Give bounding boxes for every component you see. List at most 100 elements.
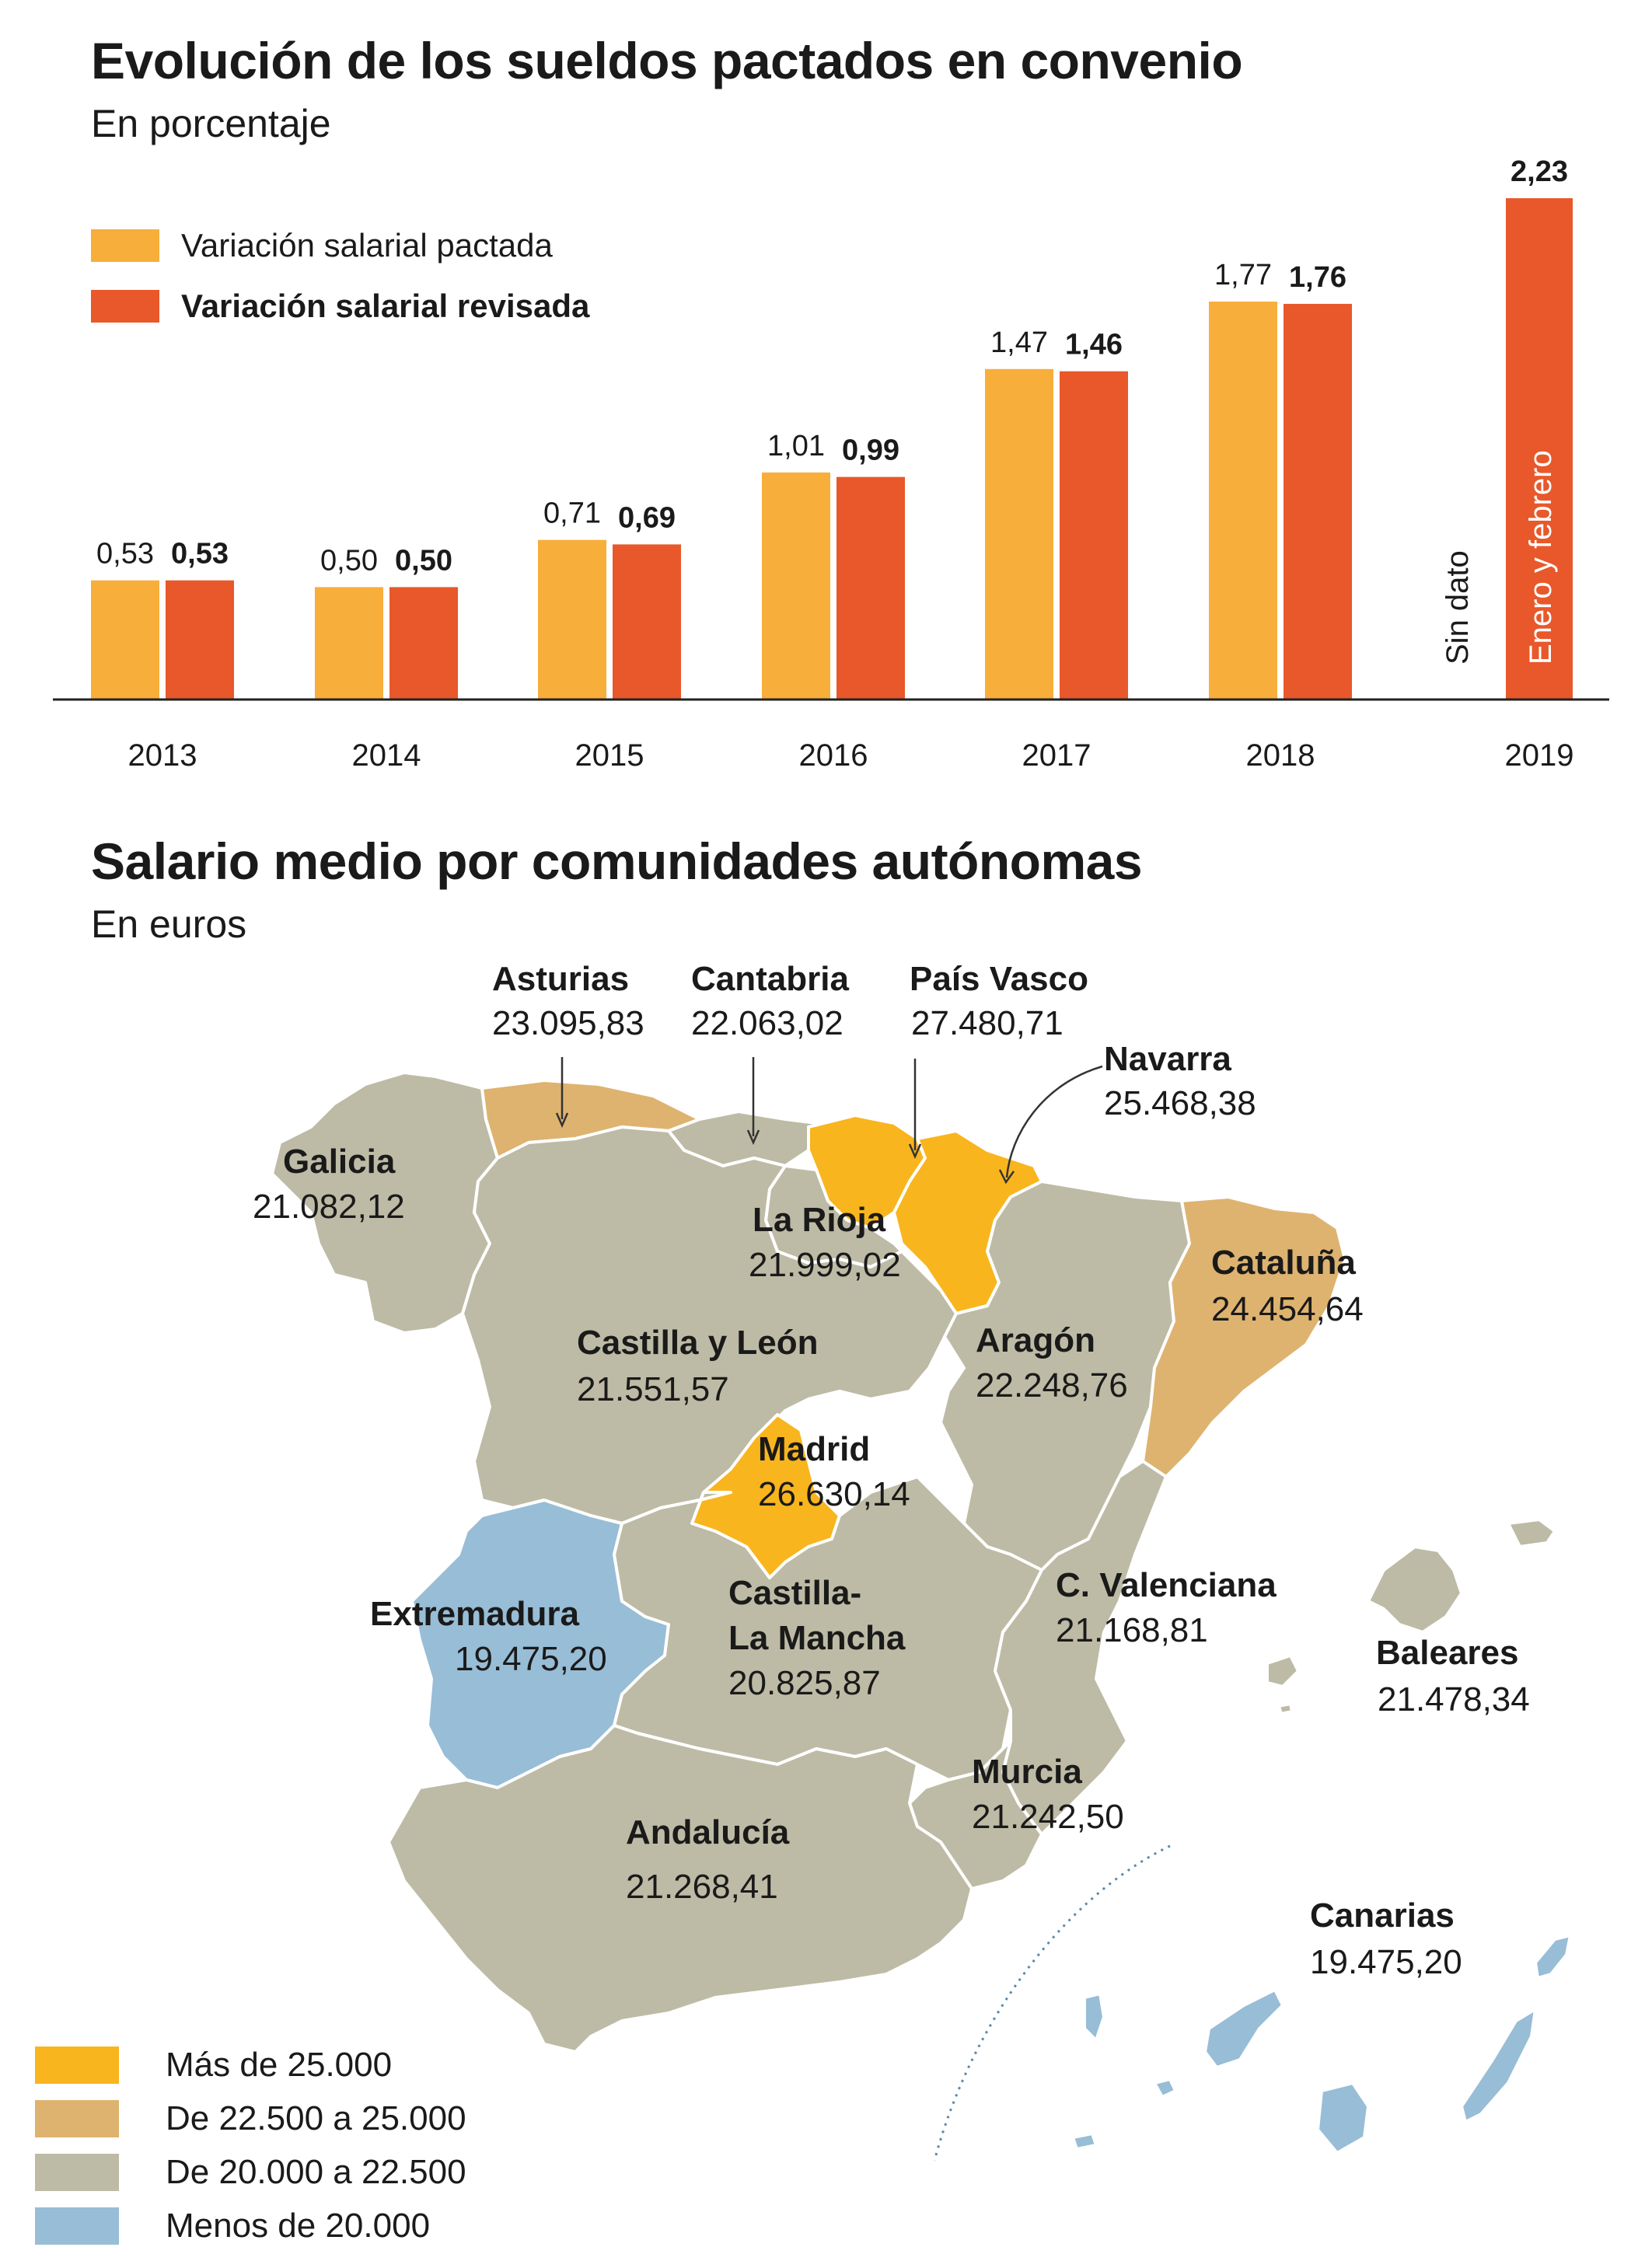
legend-swatch-pactada: [91, 229, 159, 262]
region-c-valenciana: [994, 1460, 1168, 1836]
data-label-pactada-2014: 0,50: [320, 544, 378, 577]
map-legend-menos20: Menos de 20.000: [35, 2207, 430, 2245]
map-legend-mas25: Más de 25.000: [35, 2046, 392, 2085]
label-andalucia-value: 21.268,41: [626, 1868, 778, 1906]
bar-pactada-2013: [91, 580, 159, 700]
data-label-revisada-2013: 0,53: [171, 538, 229, 570]
label-murcia-name: Murcia: [972, 1753, 1082, 1791]
label-cataluna-name: Cataluña: [1211, 1244, 1356, 1282]
map-legend-label: Menos de 20.000: [166, 2207, 431, 2245]
data-label-revisada-2019: 2,23: [1511, 155, 1568, 188]
label-navarra-value: 25.468,38: [1104, 1084, 1256, 1122]
bar-pactada-2015: [538, 539, 606, 700]
label-cantabria-value: 22.063,02: [691, 1004, 843, 1042]
label-castilla-leon-value: 21.551,57: [577, 1370, 729, 1408]
label-c-valenciana-value: 21.168,81: [1056, 1611, 1208, 1649]
map-legend-swatch: [35, 2154, 119, 2191]
label-extremadura-value: 19.475,20: [455, 1640, 607, 1678]
x-tick-2018: 2018: [1246, 738, 1315, 773]
label-cataluna-value: 24.454,64: [1211, 1290, 1364, 1328]
legend-item-revisada: Variación salarial revisada: [91, 288, 589, 325]
label-cantabria-name: Cantabria: [691, 960, 849, 998]
bar-revisada-2018: [1284, 303, 1352, 700]
label-canarias-name: Canarias: [1310, 1896, 1455, 1935]
bar-pactada-2016: [762, 472, 830, 700]
label-castilla-mancha-name-1: Castilla-: [728, 1574, 862, 1612]
label-navarra-name: Navarra: [1104, 1040, 1231, 1078]
canarias-la-gomera: [1153, 2078, 1177, 2099]
bar-pactada-2017: [985, 368, 1053, 700]
bar-revisada-2019: [1506, 198, 1573, 700]
bar-revisada-2016: [836, 476, 905, 700]
bar-pactada-2014: [315, 587, 383, 700]
chart-title: Evolución de los sueldos pactados en con…: [91, 32, 1243, 89]
label-madrid-name: Madrid: [758, 1430, 871, 1468]
map-legend-label: De 22.500 a 25.000: [166, 2099, 466, 2137]
map-legend-label: Más de 25.000: [166, 2046, 393, 2084]
bar-revisada-2017: [1060, 371, 1128, 700]
x-tick-2013: 2013: [128, 738, 197, 773]
canarias-el-hierro: [1071, 2132, 1098, 2151]
legend-label-revisada: Variación salarial revisada: [181, 288, 590, 324]
x-tick-2015: 2015: [575, 738, 644, 773]
map-subtitle: En euros: [91, 902, 247, 946]
region-andalucia: [387, 1724, 973, 2053]
label-baleares-name: Baleares: [1376, 1634, 1519, 1672]
map-title: Salario medio por comunidades autónomas: [91, 832, 1143, 890]
map-legend-swatch: [35, 2207, 119, 2245]
label-pais-vasco-name: País Vasco: [910, 960, 1088, 998]
canarias-gran-canaria: [1316, 2081, 1370, 2155]
canarias-fuerteventura: [1460, 2008, 1537, 2123]
label-arrows: [555, 1057, 1103, 1185]
bar-revisada-2015: [613, 544, 681, 700]
data-label-revisada-2016: 0,99: [842, 434, 899, 467]
legend-item-pactada: Variación salarial pactada: [91, 227, 553, 264]
chart-subtitle: En porcentaje: [91, 102, 331, 145]
label-aragon-name: Aragón: [976, 1321, 1095, 1359]
data-label-pactada-2017: 1,47: [990, 326, 1048, 359]
label-galicia-name: Galicia: [283, 1143, 396, 1181]
label-madrid-value: 26.630,14: [758, 1475, 910, 1513]
label-baleares-value: 21.478,34: [1378, 1680, 1530, 1718]
region-baleares-menorca: [1507, 1518, 1556, 1548]
label-castilla-leon-name: Castilla y León: [577, 1324, 819, 1362]
legend-label-pactada: Variación salarial pactada: [181, 227, 553, 263]
label-castilla-mancha-name-2: La Mancha: [728, 1619, 906, 1657]
data-label-revisada-2014: 0,50: [395, 544, 452, 577]
label-la-rioja-name: La Rioja: [753, 1201, 886, 1239]
no-data-label: Sin dato: [1441, 550, 1475, 665]
region-cataluna: [1141, 1195, 1346, 1478]
data-label-pactada-2013: 0,53: [96, 538, 154, 570]
data-label-revisada-2015: 0,69: [618, 501, 676, 534]
region-castilla-leon: [461, 1125, 958, 1525]
label-canarias-value: 19.475,20: [1310, 1943, 1462, 1981]
x-tick-2014: 2014: [352, 738, 421, 773]
x-tick-2017: 2017: [1022, 738, 1091, 773]
data-label-pactada-2015: 0,71: [543, 497, 601, 530]
region-baleares-mallorca: [1367, 1545, 1463, 1634]
canarias-la-palma: [1083, 1992, 1105, 2042]
label-castilla-mancha-value: 20.825,87: [728, 1664, 881, 1702]
label-asturias-name: Asturias: [492, 960, 630, 998]
label-extremadura-name: Extremadura: [370, 1595, 580, 1633]
map-legend-swatch: [35, 2046, 119, 2084]
label-pais-vasco-value: 27.480,71: [911, 1004, 1063, 1042]
bar-revisada-2013: [166, 580, 234, 700]
label-aragon-value: 22.248,76: [976, 1366, 1128, 1404]
region-baleares-ibiza: [1266, 1654, 1300, 1688]
region-canarias: [1071, 1934, 1572, 2155]
data-label-revisada-2018: 1,76: [1289, 261, 1346, 294]
region-baleares-formentera: [1277, 1702, 1294, 1715]
label-c-valenciana-name: C. Valenciana: [1056, 1566, 1277, 1604]
data-label-pactada-2016: 1,01: [767, 430, 825, 462]
canarias-lanzarote: [1534, 1934, 1572, 1980]
spain-map: [271, 1057, 1572, 2162]
label-murcia-value: 21.242,50: [972, 1798, 1124, 1836]
canarias-separator: [933, 1844, 1171, 2162]
bar-chart: 0,53 0,53 2013 0,50 0,50 2014 0,71 0,69 2015 1,01…: [53, 155, 1609, 773]
label-galicia-value: 21.082,12: [253, 1188, 405, 1226]
data-label-pactada-2018: 1,77: [1214, 259, 1272, 291]
label-asturias-value: 23.095,83: [492, 1004, 644, 1042]
bar-pactada-2018: [1209, 302, 1277, 700]
bar-revisada-2014: [389, 587, 458, 700]
